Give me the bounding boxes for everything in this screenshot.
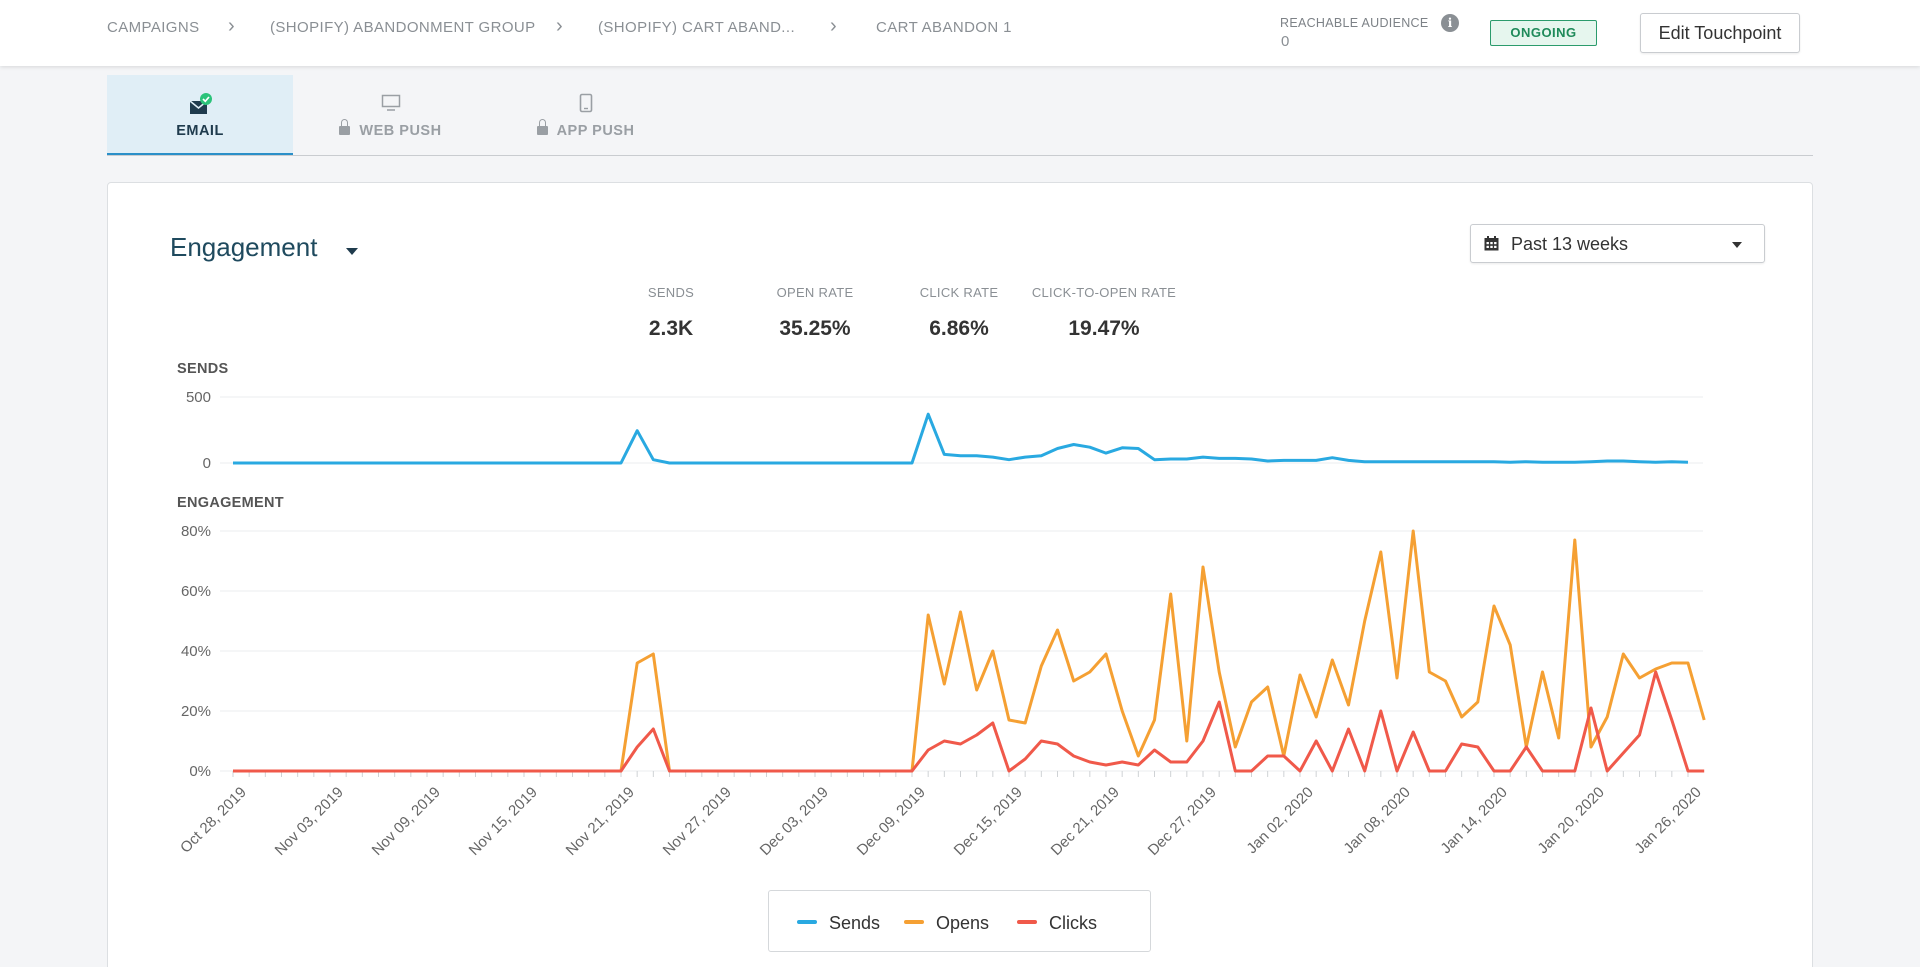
lock-icon [536, 119, 548, 136]
lock-icon [339, 119, 351, 136]
breadcrumb-cart-abandon-touchpoint[interactable]: (SHOPIFY) CART ABAND... [598, 19, 796, 36]
engagement-title-dropdown[interactable]: Engagement [170, 232, 318, 262]
tab-web-push-label: WEB PUSH [359, 123, 442, 139]
y-tick-label: 0% [189, 763, 211, 780]
x-tick-label: Nov 09, 2019 [369, 784, 444, 859]
y-tick-label: 20% [181, 703, 211, 720]
reachable-audience-value: 0 [1281, 33, 1290, 50]
sends-series-line [233, 412, 1689, 465]
monitor-icon [381, 94, 401, 111]
caret-down-icon [1732, 242, 1742, 248]
info-icon[interactable]: i [1441, 14, 1459, 32]
caret-down-icon[interactable] [346, 248, 358, 255]
chart-legend: Sends Opens Clicks [768, 890, 1151, 952]
x-tick-label: Nov 27, 2019 [660, 784, 735, 859]
tab-email[interactable]: EMAIL [107, 75, 293, 155]
x-tick-label: Nov 15, 2019 [466, 784, 541, 859]
calendar-icon [1484, 236, 1499, 251]
x-tick-label: Dec 21, 2019 [1048, 784, 1123, 859]
legend-item-sends[interactable]: Sends [797, 913, 880, 934]
x-tick-label: Jan 14, 2020 [1437, 784, 1510, 857]
metric-open-rate-label: OPEN RATE [776, 285, 854, 300]
breadcrumb-abandonment-group[interactable]: (SHOPIFY) ABANDONMENT GROUP [270, 19, 536, 36]
legend-item-opens[interactable]: Opens [904, 913, 989, 934]
y-tick-label: 80% [181, 523, 211, 540]
metric-sends-label: SENDS [647, 285, 695, 300]
tab-email-label: EMAIL [176, 123, 224, 139]
legend-label: Sends [829, 913, 881, 933]
metric-open-rate-value: 35.25% [779, 317, 851, 340]
x-tick-label: Jan 08, 2020 [1340, 784, 1413, 857]
breadcrumb-current-page: CART ABANDON 1 [876, 19, 1012, 36]
tab-app-push-label: APP PUSH [556, 123, 635, 139]
reachable-audience-label: REACHABLE AUDIENCE [1280, 16, 1429, 30]
x-tick-label: Dec 03, 2019 [757, 784, 832, 859]
legend-label: Opens [936, 913, 990, 933]
metric-click-rate-value: 6.86% [929, 317, 989, 340]
x-tick-label: Jan 26, 2020 [1631, 784, 1704, 857]
x-tick-label: Dec 15, 2019 [951, 784, 1026, 859]
engagement-card [107, 182, 1813, 967]
breadcrumb-campaigns[interactable]: CAMPAIGNS [107, 19, 200, 36]
legend-label: Clicks [1049, 913, 1097, 933]
edit-touchpoint-button[interactable]: Edit Touchpoint [1640, 13, 1800, 53]
x-tick-label: Dec 27, 2019 [1145, 784, 1220, 859]
metric-click-rate-label: CLICK RATE [919, 285, 999, 300]
x-tick-label: Dec 09, 2019 [854, 784, 929, 859]
metric-click-to-open-value: 19.47% [1068, 317, 1140, 340]
y-tick-label: 0 [203, 455, 211, 472]
metric-sends-value: 2.3K [648, 317, 694, 340]
clicks-series-line [233, 670, 1705, 773]
status-badge: ONGOING [1490, 20, 1597, 46]
y-tick-label: 500 [186, 389, 211, 406]
chevron-right-icon: › [228, 15, 235, 37]
channel-tabs: EMAIL WEB PUSH APP PUSH [107, 75, 1813, 156]
legend-swatch [797, 920, 817, 924]
legend-swatch [1017, 920, 1037, 924]
engagement-chart-label: ENGAGEMENT [177, 495, 284, 511]
date-range-value: Past 13 weeks [1511, 234, 1629, 254]
y-tick-label: 60% [181, 583, 211, 600]
x-tick-label: Oct 28, 2019 [177, 784, 250, 857]
phone-icon [579, 93, 593, 113]
chevron-right-icon: › [556, 15, 563, 37]
top-bar: CAMPAIGNS › (SHOPIFY) ABANDONMENT GROUP … [0, 0, 1920, 66]
chevron-right-icon: › [830, 15, 837, 37]
metric-click-to-open-label: CLICK-TO-OPEN RATE [1031, 285, 1177, 300]
legend-swatch [904, 920, 924, 924]
tab-web-push[interactable]: WEB PUSH [293, 75, 488, 155]
x-tick-label: Nov 21, 2019 [563, 784, 638, 859]
date-range-select[interactable]: Past 13 weeks [1470, 224, 1765, 263]
y-tick-label: 40% [181, 643, 211, 660]
x-tick-label: Jan 20, 2020 [1534, 784, 1607, 857]
x-tick-label: Jan 02, 2020 [1243, 784, 1316, 857]
legend-item-clicks[interactable]: Clicks [1017, 913, 1097, 934]
sends-chart-label: SENDS [177, 361, 229, 377]
tab-app-push[interactable]: APP PUSH [488, 75, 683, 155]
x-tick-label: Nov 03, 2019 [272, 784, 347, 859]
email-check-icon [189, 93, 212, 114]
